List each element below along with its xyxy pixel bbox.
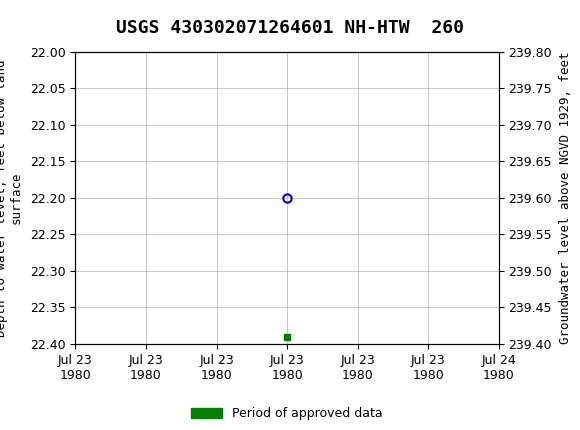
Y-axis label: Groundwater level above NGVD 1929, feet: Groundwater level above NGVD 1929, feet (559, 52, 572, 344)
Y-axis label: Depth to water level, feet below land
surface: Depth to water level, feet below land su… (0, 59, 23, 337)
Text: ≡USGS: ≡USGS (3, 6, 61, 26)
Text: USGS 430302071264601 NH-HTW  260: USGS 430302071264601 NH-HTW 260 (116, 19, 464, 37)
Legend: Period of approved data: Period of approved data (186, 402, 388, 425)
